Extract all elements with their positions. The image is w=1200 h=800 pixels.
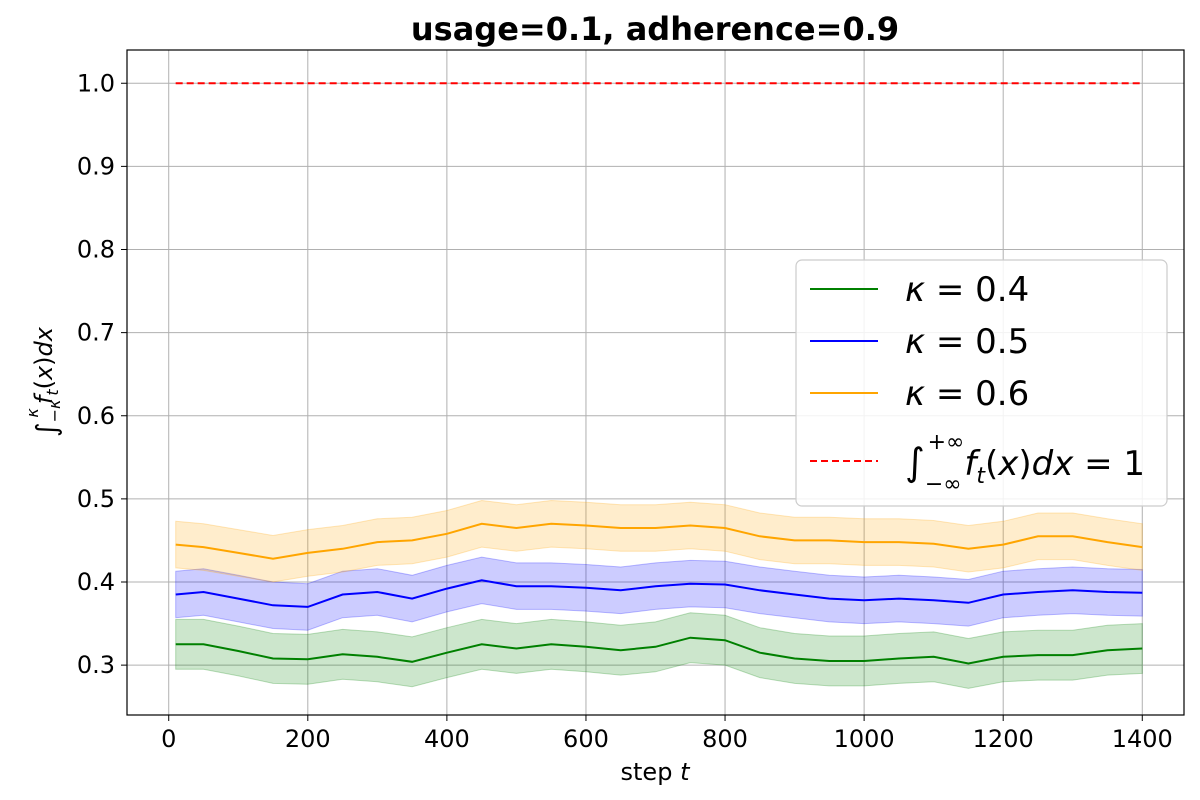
- x-tick-label: 1200: [973, 725, 1034, 753]
- x-tick-label: 200: [285, 725, 331, 753]
- series-band-1: [175, 556, 1143, 631]
- y-tick-label: 0.9: [77, 152, 115, 180]
- x-tick-label: 400: [424, 725, 470, 753]
- y-tick-label: 0.8: [77, 236, 115, 264]
- x-tick-label: 800: [702, 725, 748, 753]
- series-lines: [175, 522, 1143, 665]
- plot-frame: [126, 49, 1185, 716]
- y-tick-label: 0.3: [77, 651, 115, 679]
- series-line-1: [175, 579, 1143, 608]
- series-band-2: [175, 499, 1143, 583]
- x-axis-label: step t: [621, 758, 692, 786]
- y-tick-label: 0.5: [77, 485, 115, 513]
- legend-label-0: κ = 0.4: [905, 270, 1029, 310]
- legend-label-2: κ = 0.6: [905, 374, 1029, 414]
- series-line-0: [175, 636, 1143, 665]
- y-tick-label: 0.6: [77, 402, 115, 430]
- x-tick-label: 0: [161, 725, 176, 753]
- confidence-bands: [175, 499, 1143, 689]
- y-tick-label: 1.0: [77, 69, 115, 97]
- x-tick-label: 600: [563, 725, 609, 753]
- y-tick-label: 0.4: [77, 568, 115, 596]
- legend-reference-label: ∫−∞+∞ft(x)dx = 1: [905, 430, 1145, 497]
- x-tick-label: 1400: [1112, 725, 1173, 753]
- y-axis-label: ∫−κκft(x)dx: [23, 326, 64, 437]
- y-axis-label-text: ∫−κκft(x)dx: [23, 326, 64, 437]
- legend-label-1: κ = 0.5: [905, 322, 1029, 362]
- x-ticks: 0 200 400 600 800 1000 1200 1400: [161, 715, 1173, 753]
- series-band-0: [175, 612, 1143, 689]
- y-tick-label: 0.7: [77, 319, 115, 347]
- legend: κ = 0.4 κ = 0.5 κ = 0.6 ∫−∞+∞ft(x)dx = 1: [795, 259, 1168, 507]
- series-line-2: [175, 522, 1143, 560]
- y-ticks: 0.3 0.4 0.5 0.6 0.7 0.8 0.9 1.0: [77, 69, 127, 679]
- chart-title: usage=0.1, adherence=0.9: [411, 10, 899, 48]
- x-tick-label: 1000: [834, 725, 895, 753]
- legend-box: [795, 259, 1168, 507]
